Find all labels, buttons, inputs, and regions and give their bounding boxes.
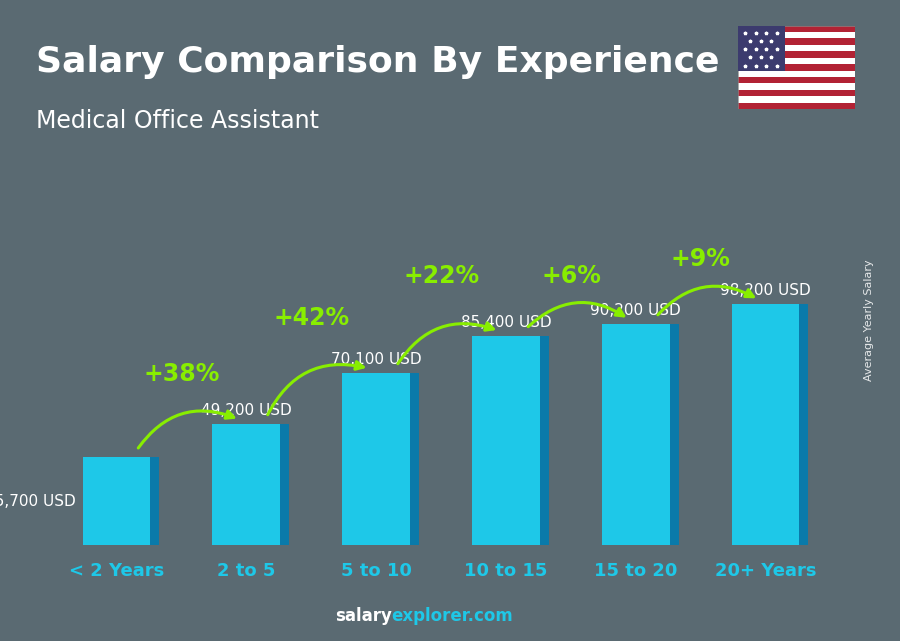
Text: +6%: +6%	[541, 264, 601, 288]
Polygon shape	[799, 304, 808, 545]
Bar	[738, 90, 855, 96]
Polygon shape	[540, 336, 549, 545]
Text: 98,200 USD: 98,200 USD	[720, 283, 811, 299]
Polygon shape	[150, 458, 159, 545]
Bar	[602, 324, 670, 545]
Bar	[738, 26, 785, 71]
Bar	[83, 458, 150, 545]
Bar	[738, 103, 855, 109]
Polygon shape	[410, 373, 418, 545]
Bar	[738, 71, 855, 77]
Bar	[738, 96, 855, 103]
Text: +22%: +22%	[403, 263, 480, 288]
Bar	[738, 26, 855, 32]
Polygon shape	[670, 324, 679, 545]
Text: 10 to 15: 10 to 15	[464, 562, 547, 579]
Bar	[738, 83, 855, 90]
Text: salary: salary	[335, 607, 392, 625]
Bar	[212, 424, 280, 545]
Bar	[738, 51, 855, 58]
Text: Medical Office Assistant: Medical Office Assistant	[36, 109, 319, 133]
Text: 70,100 USD: 70,100 USD	[331, 353, 421, 367]
Text: 5 to 10: 5 to 10	[340, 562, 411, 579]
Bar	[472, 336, 540, 545]
Text: 35,700 USD: 35,700 USD	[0, 494, 76, 509]
Text: Average Yearly Salary: Average Yearly Salary	[863, 260, 874, 381]
Bar	[342, 373, 410, 545]
Bar	[738, 32, 855, 38]
Text: < 2 Years: < 2 Years	[68, 562, 164, 579]
Text: explorer.com: explorer.com	[392, 607, 513, 625]
Text: 49,200 USD: 49,200 USD	[201, 403, 292, 419]
Polygon shape	[280, 424, 289, 545]
Text: 15 to 20: 15 to 20	[594, 562, 678, 579]
Text: 90,200 USD: 90,200 USD	[590, 303, 681, 318]
Bar	[738, 45, 855, 51]
Bar	[738, 58, 855, 64]
Text: 2 to 5: 2 to 5	[217, 562, 275, 579]
Bar	[738, 77, 855, 83]
Text: +9%: +9%	[671, 247, 731, 271]
Bar	[732, 304, 799, 545]
Text: Salary Comparison By Experience: Salary Comparison By Experience	[36, 45, 719, 79]
Bar	[738, 64, 855, 71]
Text: +38%: +38%	[143, 362, 220, 386]
Text: 20+ Years: 20+ Years	[715, 562, 816, 579]
Text: 85,400 USD: 85,400 USD	[461, 315, 551, 330]
Text: +42%: +42%	[274, 306, 349, 330]
Bar	[738, 38, 855, 45]
